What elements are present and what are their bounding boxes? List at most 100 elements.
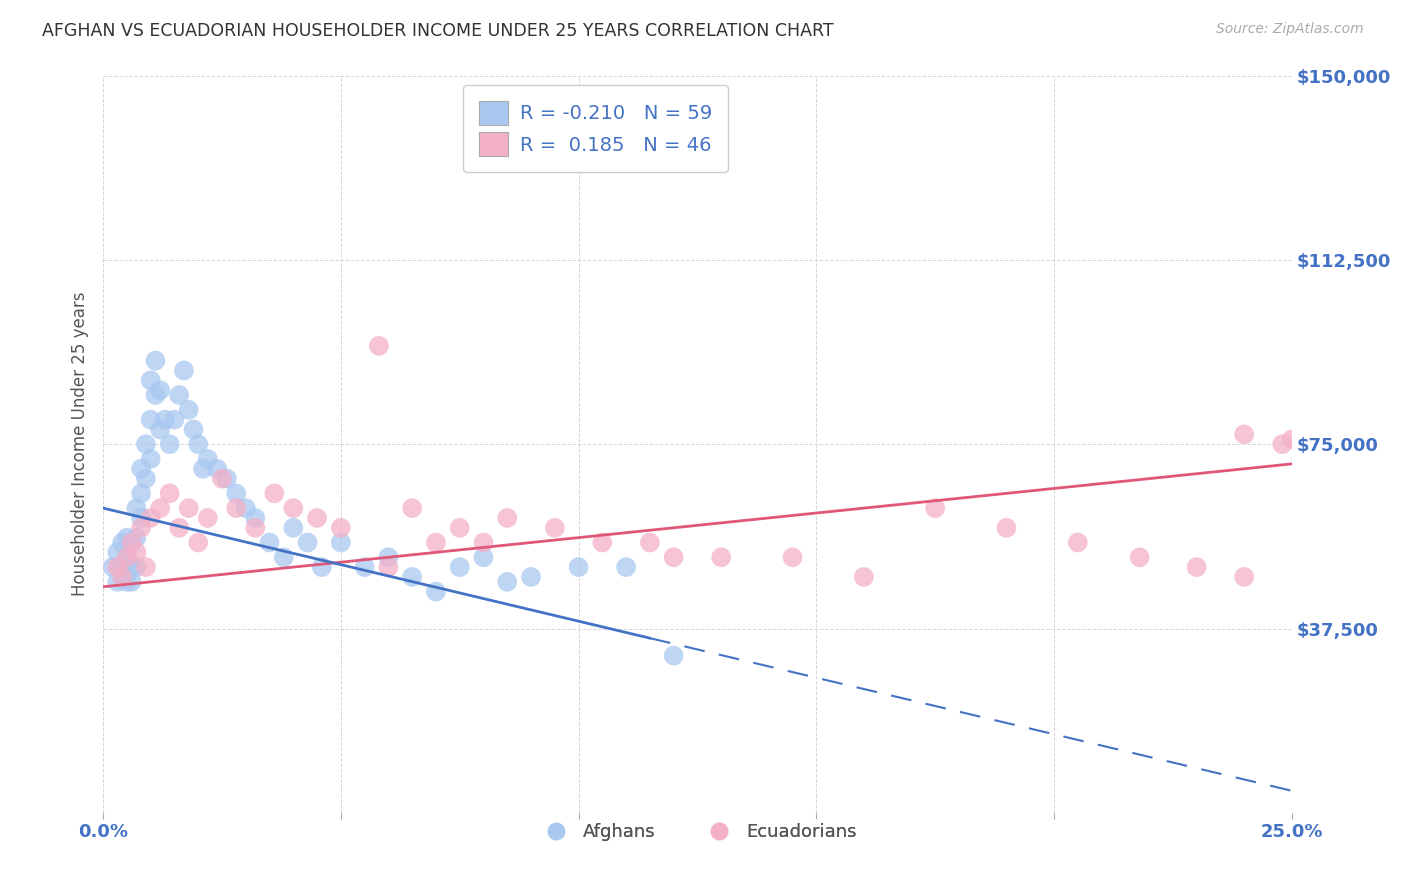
Point: [115, 550, 138, 565]
Point: [115, 531, 138, 545]
Point: [125, 531, 148, 545]
Point: [995, 521, 1018, 535]
Point: [1129, 550, 1152, 565]
Point: [129, 486, 152, 500]
Point: [129, 521, 152, 535]
Point: [177, 402, 200, 417]
Point: [472, 550, 495, 565]
Point: [211, 472, 233, 486]
Point: [401, 570, 423, 584]
Point: [425, 535, 447, 549]
Point: [121, 574, 143, 589]
Point: [273, 550, 295, 565]
Point: [153, 412, 176, 426]
Point: [710, 550, 733, 565]
Point: [263, 486, 285, 500]
Point: [145, 353, 167, 368]
Point: [197, 511, 219, 525]
Point: [782, 550, 804, 565]
Point: [139, 452, 162, 467]
Point: [187, 535, 209, 549]
Point: [159, 437, 181, 451]
Point: [125, 560, 148, 574]
Point: [544, 521, 567, 535]
Point: [924, 501, 946, 516]
Point: [283, 521, 305, 535]
Point: [662, 648, 685, 663]
Point: [177, 501, 200, 516]
Point: [173, 363, 195, 377]
Point: [662, 550, 685, 565]
Point: [297, 535, 319, 549]
Point: [149, 383, 172, 397]
Point: [1185, 560, 1208, 574]
Point: [1233, 427, 1256, 442]
Point: [1291, 452, 1313, 467]
Point: [1271, 437, 1294, 451]
Point: [852, 570, 875, 584]
Point: [311, 560, 333, 574]
Point: [105, 545, 128, 559]
Point: [125, 545, 148, 559]
Point: [496, 511, 519, 525]
Point: [377, 560, 399, 574]
Point: [105, 574, 128, 589]
Point: [367, 339, 389, 353]
Point: [1233, 570, 1256, 584]
Point: [638, 535, 661, 549]
Point: [111, 535, 134, 549]
Point: [145, 388, 167, 402]
Point: [449, 560, 471, 574]
Point: [167, 521, 190, 535]
Point: [283, 501, 305, 516]
Point: [167, 388, 190, 402]
Point: [149, 501, 172, 516]
Point: [307, 511, 329, 525]
Point: [129, 511, 152, 525]
Point: [111, 570, 134, 584]
Point: [111, 570, 134, 584]
Point: [1281, 432, 1303, 446]
Point: [121, 535, 143, 549]
Point: [225, 486, 247, 500]
Point: [121, 560, 143, 574]
Point: [125, 501, 148, 516]
Point: [225, 501, 247, 516]
Point: [187, 437, 209, 451]
Point: [135, 437, 157, 451]
Point: [149, 422, 172, 436]
Point: [115, 574, 138, 589]
Point: [1305, 560, 1327, 574]
Text: Source: ZipAtlas.com: Source: ZipAtlas.com: [1216, 22, 1364, 37]
Point: [111, 560, 134, 574]
Point: [163, 412, 186, 426]
Point: [377, 550, 399, 565]
Point: [568, 560, 591, 574]
Point: [245, 511, 267, 525]
Point: [401, 501, 423, 516]
Point: [425, 584, 447, 599]
Point: [191, 462, 214, 476]
Point: [329, 535, 352, 549]
Point: [159, 486, 181, 500]
Point: [183, 422, 205, 436]
Point: [1067, 535, 1090, 549]
Y-axis label: Householder Income Under 25 years: Householder Income Under 25 years: [72, 292, 89, 597]
Point: [129, 462, 152, 476]
Point: [245, 521, 267, 535]
Point: [215, 472, 238, 486]
Point: [115, 550, 138, 565]
Point: [449, 521, 471, 535]
Point: [353, 560, 375, 574]
Point: [101, 560, 124, 574]
Point: [139, 412, 162, 426]
Point: [520, 570, 543, 584]
Point: [139, 511, 162, 525]
Point: [121, 535, 143, 549]
Point: [235, 501, 257, 516]
Point: [135, 560, 157, 574]
Point: [139, 373, 162, 387]
Point: [207, 462, 229, 476]
Point: [472, 535, 495, 549]
Point: [329, 521, 352, 535]
